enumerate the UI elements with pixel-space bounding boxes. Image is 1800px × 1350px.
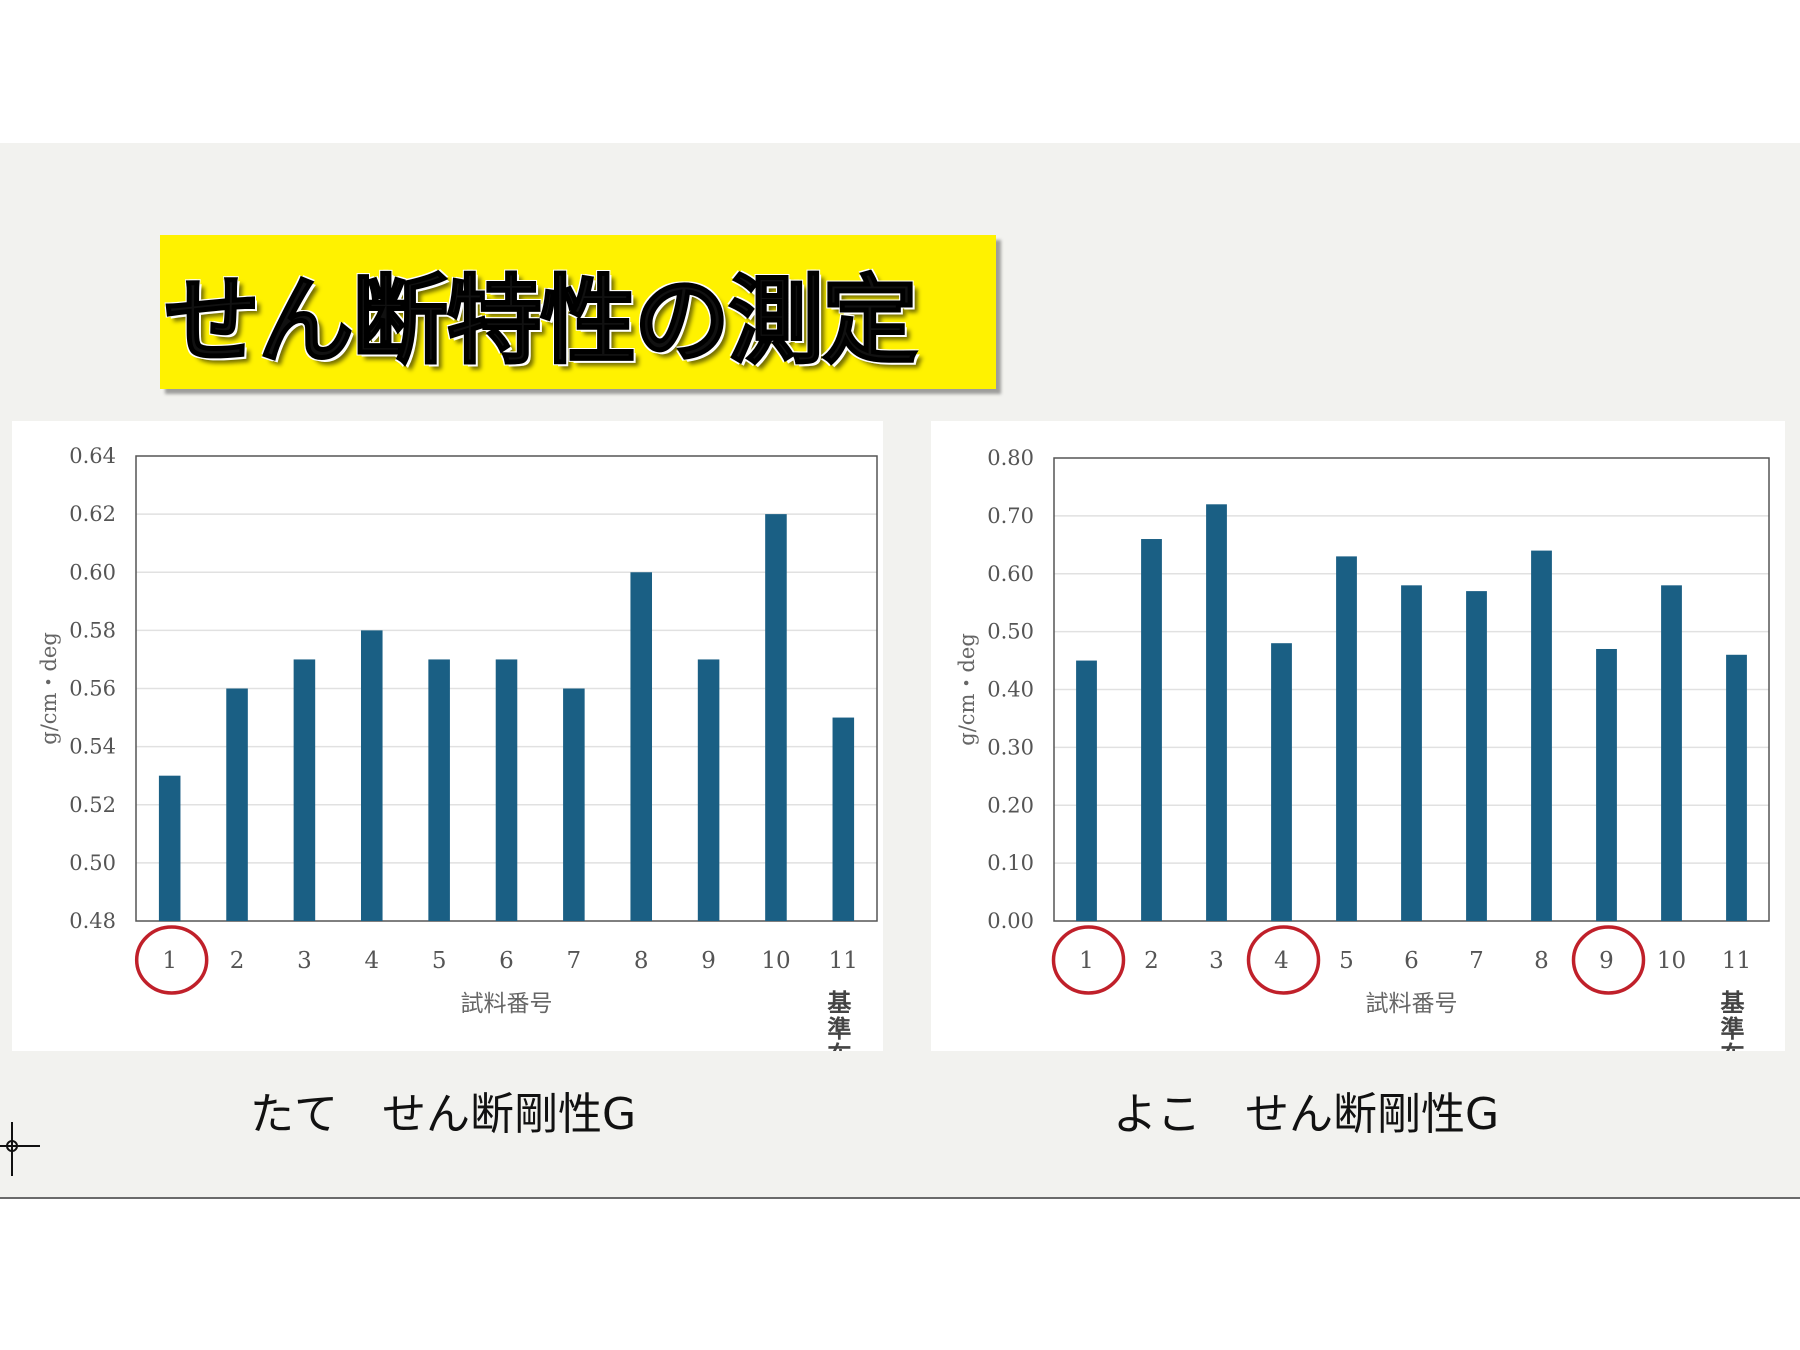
- x-tick-label: 5: [432, 948, 447, 974]
- y-tick-label: 0.58: [69, 618, 116, 642]
- highlight-circle: [134, 925, 209, 995]
- x-axis-label: 試料番号: [461, 991, 553, 1017]
- bar: [630, 572, 653, 921]
- bar: [563, 688, 585, 921]
- y-tick-label: 0.80: [987, 446, 1034, 470]
- highlight-circle: [1246, 925, 1321, 995]
- bar: [293, 659, 316, 921]
- bar: [1336, 556, 1357, 921]
- bar: [1596, 648, 1617, 921]
- bar: [697, 659, 720, 921]
- x-tick-label: 11: [829, 948, 858, 974]
- y-tick-label: 0.60: [69, 560, 116, 584]
- y-tick-label: 0.40: [987, 678, 1034, 702]
- x-tick-label: 7: [567, 948, 582, 974]
- bar: [495, 659, 518, 921]
- y-tick-label: 0.62: [69, 502, 116, 526]
- y-tick-label: 0.10: [987, 851, 1034, 875]
- y-tick-label: 0.56: [69, 677, 116, 701]
- highlight-circle: [1051, 925, 1126, 995]
- bar: [1726, 654, 1747, 921]
- bar: [832, 717, 855, 921]
- x-tick-label: 1: [162, 948, 177, 974]
- y-tick-label: 0.52: [69, 793, 116, 817]
- bar: [1141, 539, 1162, 921]
- chart-panel-tate: 0.48 0.50 0.52 0.54 0.56 0.58 0.60 0.62 0.64 g/cm…: [12, 421, 883, 1051]
- bar: [360, 630, 383, 921]
- crosshair-cursor-icon: [0, 1122, 40, 1176]
- x-tick-label: 8: [1534, 948, 1549, 974]
- x-tick-label: 2: [1144, 948, 1159, 974]
- bar: [1661, 585, 1682, 921]
- y-tick-label: 0.64: [69, 444, 116, 468]
- x-tick-label: 5: [1339, 948, 1354, 974]
- bar: [1466, 591, 1487, 921]
- bar: [158, 775, 181, 921]
- page-title: せん断特性の測定: [163, 264, 919, 378]
- x-tick-sublabel: 基準布: [827, 988, 852, 1051]
- x-tick-label: 9: [701, 948, 716, 974]
- y-tick-label: 0.54: [69, 735, 116, 759]
- bar: [226, 688, 248, 921]
- x-axis-label: 試料番号: [1366, 991, 1458, 1017]
- y-tick-label: 0.70: [987, 504, 1034, 528]
- bar: [1076, 660, 1097, 921]
- x-tick-label: 7: [1469, 948, 1484, 974]
- caption-tate: たて せん断剛性G: [250, 1089, 637, 1140]
- bar-chart-yoko: 0.00 0.10 0.20 0.30 0.40 0.50 0.60 0.70 0.80 g/cm…: [955, 446, 1770, 1051]
- x-tick-label: 1: [1079, 948, 1094, 974]
- bar: [1401, 585, 1422, 921]
- x-tick-label: 4: [364, 948, 379, 974]
- y-tick-label: 0.00: [987, 909, 1034, 933]
- x-tick-label: 11: [1722, 948, 1751, 974]
- bar: [765, 514, 787, 921]
- y-tick-label: 0.50: [69, 851, 116, 875]
- x-tick-label: 3: [1209, 948, 1224, 974]
- y-tick-label: 0.48: [69, 909, 116, 933]
- x-tick-label: 6: [499, 948, 514, 974]
- y-tick-label: 0.50: [987, 620, 1034, 644]
- bar: [428, 659, 450, 921]
- x-tick-label: 2: [230, 948, 245, 974]
- x-tick-label: 8: [634, 948, 649, 974]
- x-tick-sublabel: 基準布: [1721, 988, 1746, 1051]
- title-banner: せん断特性の測定: [160, 235, 996, 389]
- x-tick-label: 6: [1404, 948, 1419, 974]
- chart-panel-yoko: 0.00 0.10 0.20 0.30 0.40 0.50 0.60 0.70 0.80 g/cm…: [931, 421, 1785, 1051]
- y-tick-label: 0.30: [987, 735, 1034, 759]
- x-tick-label: 9: [1599, 948, 1614, 974]
- x-tick-label: 3: [297, 948, 312, 974]
- bar: [1531, 550, 1552, 921]
- x-tick-label: 10: [761, 948, 790, 974]
- caption-yoko: よこ せん断剛性G: [1113, 1089, 1500, 1140]
- y-axis-label: g/cm・deg: [37, 632, 61, 745]
- y-tick-label: 0.60: [987, 562, 1034, 586]
- x-tick-label: 10: [1657, 948, 1686, 974]
- bar: [1206, 504, 1227, 921]
- y-tick-label: 0.20: [987, 793, 1034, 817]
- y-axis-label: g/cm・deg: [955, 633, 979, 746]
- bar-chart-tate: 0.48 0.50 0.52 0.54 0.56 0.58 0.60 0.62 0.64 g/cm…: [37, 444, 878, 1051]
- x-tick-label: 4: [1274, 948, 1289, 974]
- bar: [1271, 643, 1292, 921]
- highlight-circle: [1571, 925, 1646, 995]
